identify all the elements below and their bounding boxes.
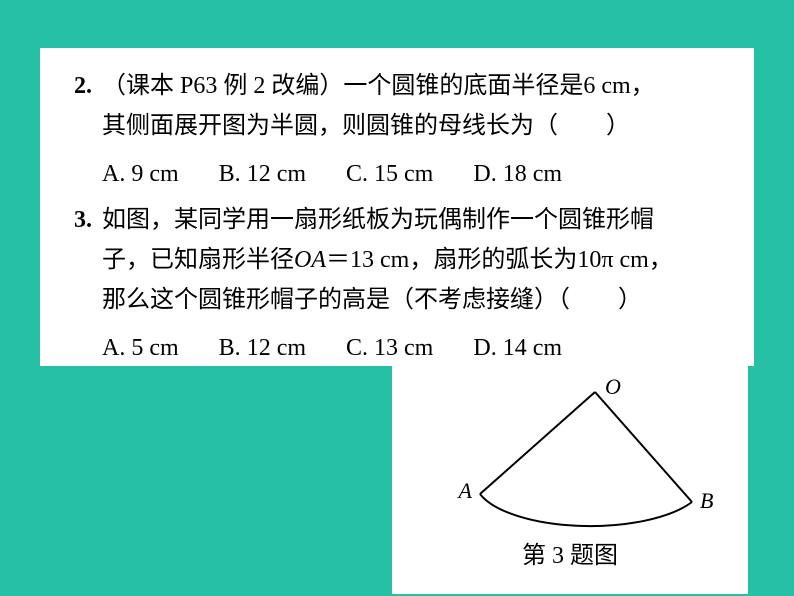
q3-body: 如图，某同学用一扇形纸板为玩偶制作一个圆锥形帽 子，已知扇形半径OA＝13 cm… xyxy=(102,200,720,320)
question-paper: 2. （课本 P63 例 2 改编）一个圆锥的底面半径是6 cm， 其侧面展开图… xyxy=(40,48,754,366)
q2-body: （课本 P63 例 2 改编）一个圆锥的底面半径是6 cm， 其侧面展开图为半圆… xyxy=(102,66,720,146)
q3-line1: 如图，某同学用一扇形纸板为玩偶制作一个圆锥形帽 xyxy=(102,207,654,233)
q3-options: A. 5 cm B. 12 cm C. 13 cm D. 14 cm xyxy=(102,328,720,368)
q3-opt-c: C. 13 cm xyxy=(346,328,433,368)
question-3: 3. 如图，某同学用一扇形纸板为玩偶制作一个圆锥形帽 子，已知扇形半径OA＝13… xyxy=(74,200,720,320)
q3-opt-a: A. 5 cm xyxy=(102,328,179,368)
q3-opt-d: D. 14 cm xyxy=(473,328,562,368)
q3-line2a: 子，已知扇形半径 xyxy=(102,247,294,273)
q2-prefix: （课本 P63 例 2 改编） xyxy=(102,73,343,99)
q3-eq: ＝13 cm，扇形的弧长为10 xyxy=(326,247,601,273)
q2-opt-b: B. 12 cm xyxy=(219,154,306,194)
q3-line3: 那么这个圆锥形帽子的高是（不考虑接缝）（ ） xyxy=(102,287,642,313)
q2-line2: 其侧面展开图为半圆，则圆锥的母线长为（ ） xyxy=(102,113,630,139)
q3-opt-b: B. 12 cm xyxy=(219,328,306,368)
svg-text:A: A xyxy=(457,478,473,503)
svg-text:B: B xyxy=(700,488,713,513)
q3-line2b: cm， xyxy=(613,247,672,273)
figure-caption: 第 3 题图 xyxy=(522,536,618,576)
q2-opt-a: A. 9 cm xyxy=(102,154,179,194)
q2-opt-d: D. 18 cm xyxy=(473,154,562,194)
question-2: 2. （课本 P63 例 2 改编）一个圆锥的底面半径是6 cm， 其侧面展开图… xyxy=(74,66,720,146)
svg-text:O: O xyxy=(605,374,621,399)
q2-line1: 一个圆锥的底面半径是6 cm， xyxy=(343,73,654,99)
q3-OA: OA xyxy=(294,247,326,273)
q2-options: A. 9 cm B. 12 cm C. 15 cm D. 18 cm xyxy=(102,154,720,194)
q3-pi: π xyxy=(601,247,613,273)
q2-number: 2. xyxy=(74,66,102,106)
q3-number: 3. xyxy=(74,200,102,240)
figure-box: O A B 第 3 题图 xyxy=(392,366,748,594)
q2-opt-c: C. 15 cm xyxy=(346,154,433,194)
sector-figure: O A B xyxy=(420,374,720,534)
